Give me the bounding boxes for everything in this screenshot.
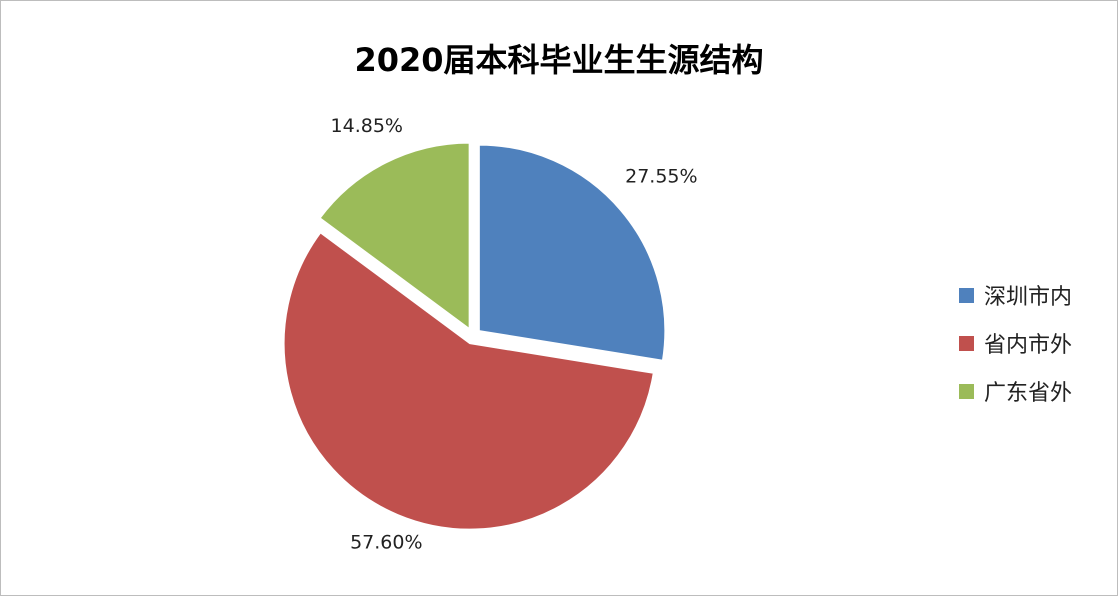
legend-swatch bbox=[959, 287, 974, 303]
legend-label: 广东省外 bbox=[984, 381, 1073, 406]
pie-slice bbox=[283, 231, 655, 531]
legend-label: 省内市外 bbox=[984, 333, 1073, 358]
legend: 深圳市内 省内市外 广东省外 bbox=[959, 271, 1072, 415]
data-label: 14.85% bbox=[331, 115, 403, 137]
chart-title: 2020届本科毕业生生源结构 bbox=[354, 41, 764, 79]
legend-label: 深圳市内 bbox=[984, 285, 1073, 310]
legend-swatch bbox=[959, 335, 974, 351]
data-label: 57.60% bbox=[350, 532, 422, 554]
data-label: 27.55% bbox=[625, 166, 697, 188]
legend-item: 省内市外 bbox=[959, 319, 1072, 367]
legend-item: 深圳市内 bbox=[959, 271, 1072, 319]
pie-slice bbox=[318, 142, 471, 331]
legend-item: 广东省外 bbox=[959, 367, 1072, 415]
pie-slice bbox=[478, 144, 666, 362]
legend-swatch bbox=[959, 383, 974, 399]
